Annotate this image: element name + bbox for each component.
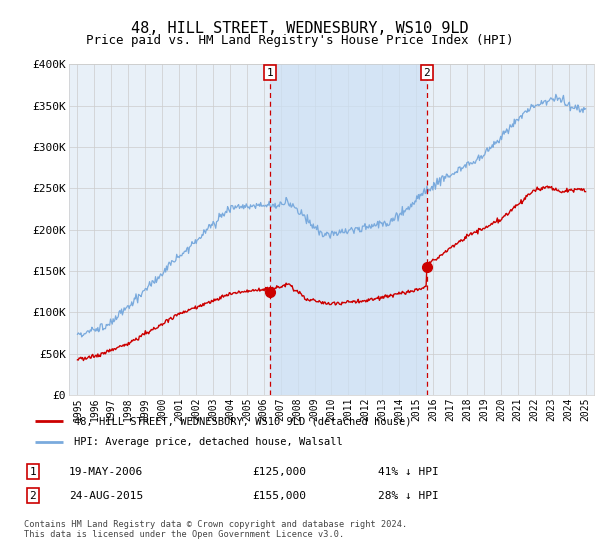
Text: 1: 1 (266, 68, 274, 78)
Text: 41% ↓ HPI: 41% ↓ HPI (378, 466, 439, 477)
Text: 2: 2 (29, 491, 37, 501)
Text: Contains HM Land Registry data © Crown copyright and database right 2024.
This d: Contains HM Land Registry data © Crown c… (24, 520, 407, 539)
Text: £155,000: £155,000 (252, 491, 306, 501)
Text: 24-AUG-2015: 24-AUG-2015 (69, 491, 143, 501)
Text: 19-MAY-2006: 19-MAY-2006 (69, 466, 143, 477)
Text: £125,000: £125,000 (252, 466, 306, 477)
Text: 48, HILL STREET, WEDNESBURY, WS10 9LD (detached house): 48, HILL STREET, WEDNESBURY, WS10 9LD (d… (74, 416, 412, 426)
Text: HPI: Average price, detached house, Walsall: HPI: Average price, detached house, Wals… (74, 437, 343, 447)
Text: 1: 1 (29, 466, 37, 477)
Bar (270, 64, 427, 395)
Text: 2: 2 (424, 68, 430, 78)
Text: 28% ↓ HPI: 28% ↓ HPI (378, 491, 439, 501)
Text: Price paid vs. HM Land Registry's House Price Index (HPI): Price paid vs. HM Land Registry's House … (86, 34, 514, 46)
Text: 48, HILL STREET, WEDNESBURY, WS10 9LD: 48, HILL STREET, WEDNESBURY, WS10 9LD (131, 21, 469, 36)
